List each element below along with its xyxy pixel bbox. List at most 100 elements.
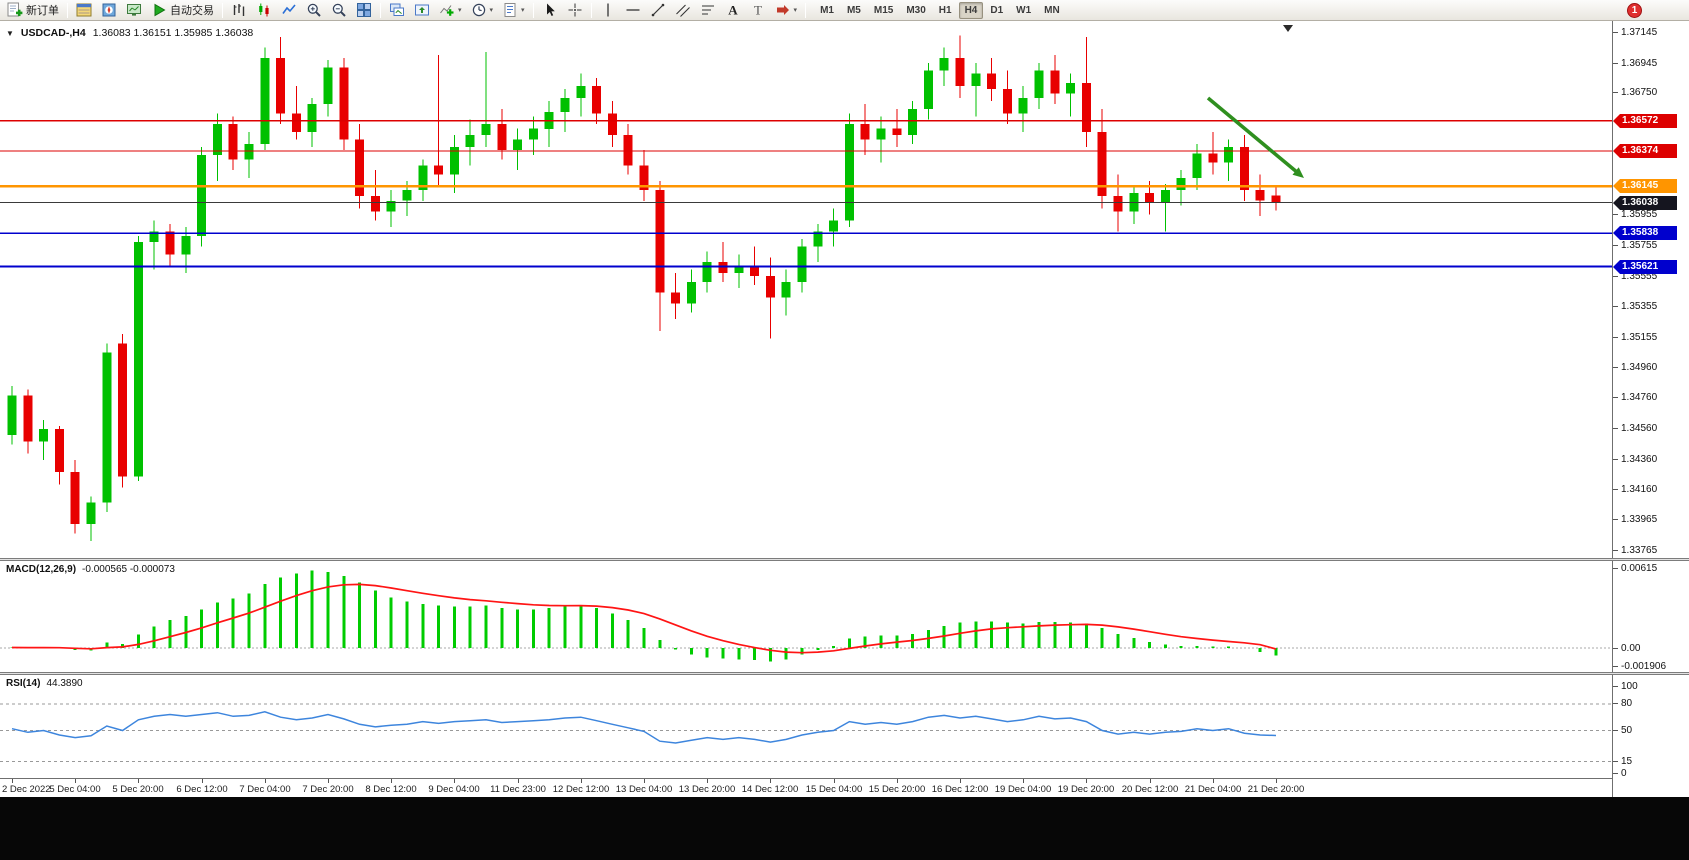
- time-tick-mark: [202, 779, 203, 783]
- crosshair-tool-button[interactable]: [563, 1, 587, 20]
- text-tool-button[interactable]: A: [721, 1, 745, 20]
- time-tick-label: 19 Dec 20:00: [1057, 784, 1115, 795]
- navigator-button[interactable]: [97, 1, 121, 20]
- auto-arrange-button[interactable]: [410, 1, 434, 20]
- cursor-tool-button[interactable]: [538, 1, 562, 20]
- time-tick-label: 2 Dec 2022: [2, 784, 51, 795]
- main-chart-panel[interactable]: ▼ USDCAD-,H4 1.36083 1.36151 1.35985 1.3…: [0, 21, 1612, 558]
- bar-chart-icon: [233, 4, 245, 16]
- price-level-badge: 1.36572: [1613, 114, 1677, 128]
- timeframe-m1-button[interactable]: M1: [820, 4, 834, 16]
- periods-button[interactable]: ▾: [467, 1, 498, 20]
- price-tick: 1.34960: [1612, 362, 1658, 373]
- price-tick: 1.35955: [1612, 209, 1658, 220]
- rsi-chart[interactable]: [0, 675, 1612, 778]
- price-tick: 1.35155: [1612, 332, 1658, 343]
- chart-ohlc-values: 1.36083 1.36151 1.35985 1.36038: [92, 27, 254, 39]
- trendline-tool-button[interactable]: [646, 1, 670, 20]
- new-order-button[interactable]: 新订单: [3, 1, 63, 20]
- price-tick: 1.35755: [1612, 240, 1658, 251]
- toolbar-separator: [532, 2, 534, 18]
- timeframe-mn-button[interactable]: MN: [1044, 4, 1060, 16]
- cursor-icon: [546, 3, 555, 16]
- horizontal-line-tool-button[interactable]: [621, 1, 645, 20]
- time-tick-mark: [644, 779, 645, 783]
- toolbar-separator: [590, 2, 592, 18]
- zoom-out-icon: [332, 3, 346, 17]
- toolbar-separator: [67, 2, 68, 18]
- time-tick-label: 12 Dec 12:00: [552, 784, 610, 795]
- zoom-in-button[interactable]: [302, 1, 326, 20]
- price-tick: 1.37145: [1612, 27, 1658, 38]
- notification-badge[interactable]: 1: [1627, 2, 1642, 18]
- price-tick: 1.34760: [1612, 392, 1658, 403]
- macd-panel[interactable]: MACD(12,26,9) -0.000565 -0.000073: [0, 561, 1612, 672]
- zoom-out-button[interactable]: [327, 1, 351, 20]
- channel-icon: [675, 4, 690, 17]
- templates-button[interactable]: ▾: [498, 1, 529, 20]
- panel-splitter[interactable]: [0, 558, 1689, 561]
- cascade-windows-button[interactable]: [385, 1, 409, 20]
- new-order-label: 新订单: [26, 5, 59, 17]
- rsi-name: RSI(14): [6, 678, 41, 689]
- price-axis[interactable]: 1.37145 1.36945 1.36750 1.35955 1.35755 1.355…: [1612, 21, 1689, 797]
- channel-tool-button[interactable]: [671, 1, 695, 20]
- add-indicator-button[interactable]: ▾: [435, 1, 466, 20]
- arrows-tool-button[interactable]: ▾: [771, 1, 802, 20]
- timeframe-m15-button[interactable]: M15: [873, 4, 894, 16]
- rsi-panel[interactable]: RSI(14) 44.3890: [0, 675, 1612, 778]
- timeframe-m5-button[interactable]: M5: [846, 4, 861, 16]
- autotrading-button[interactable]: 自动交易: [147, 1, 218, 20]
- panel-splitter[interactable]: [0, 672, 1689, 675]
- time-tick-mark: [138, 779, 139, 783]
- vertical-line-icon: [606, 3, 609, 17]
- toolbar-separator: [805, 2, 807, 18]
- time-tick-label: 7 Dec 20:00: [302, 784, 354, 795]
- candlestick-mode-button[interactable]: [252, 1, 276, 20]
- time-tick-label: 15 Dec 04:00: [805, 784, 863, 795]
- time-tick-label: 21 Dec 20:00: [1247, 784, 1305, 795]
- text-label-icon: T: [754, 3, 762, 18]
- timeframe-h1-button[interactable]: H1: [938, 4, 952, 16]
- text-icon: A: [728, 3, 738, 18]
- chart-shift-marker: [1283, 25, 1293, 32]
- time-tick-mark: [328, 779, 329, 783]
- time-tick-label: 13 Dec 20:00: [678, 784, 736, 795]
- horizontal-line-icon: [626, 9, 640, 11]
- vertical-line-tool-button[interactable]: [596, 1, 620, 20]
- price-level-badge: 1.36145: [1613, 179, 1677, 193]
- time-tick-label: 21 Dec 04:00: [1184, 784, 1242, 795]
- svg-text:T: T: [754, 3, 762, 18]
- dropdown-caret-icon: ▾: [458, 6, 462, 14]
- time-tick-label: 16 Dec 12:00: [931, 784, 989, 795]
- time-tick-label: 7 Dec 04:00: [239, 784, 291, 795]
- line-chart-icon: [282, 4, 296, 14]
- candlestick-chart[interactable]: [0, 21, 1612, 558]
- price-tick: 1.35355: [1612, 301, 1658, 312]
- timeframe-d1-button[interactable]: D1: [990, 4, 1004, 16]
- rsi-value: 44.3890: [46, 678, 83, 689]
- macd-name: MACD(12,26,9): [6, 564, 77, 575]
- one-click-trading-toggle[interactable]: ▼: [6, 28, 14, 38]
- auto-arrange-icon: [415, 4, 429, 16]
- svg-text:A: A: [728, 3, 738, 18]
- macd-chart[interactable]: [0, 561, 1612, 672]
- terminal-button[interactable]: [122, 1, 146, 20]
- text-label-tool-button[interactable]: T: [746, 1, 770, 20]
- candlestick-icon: [259, 3, 269, 17]
- timeframe-w1-button[interactable]: W1: [1016, 4, 1032, 16]
- timeframe-h4-button[interactable]: H4: [958, 1, 984, 19]
- dropdown-caret-icon: ▾: [521, 6, 525, 14]
- tile-windows-button[interactable]: [352, 1, 376, 20]
- toolbar-separator: [380, 2, 381, 18]
- fibonacci-tool-button[interactable]: [696, 1, 720, 20]
- time-tick-mark: [960, 779, 961, 783]
- terminal-icon: [127, 4, 141, 16]
- bar-chart-mode-button[interactable]: [227, 1, 251, 20]
- market-watch-button[interactable]: [72, 1, 96, 20]
- timeframe-m30-button[interactable]: M30: [906, 4, 926, 16]
- macd-axis-label: 0.00: [1612, 643, 1641, 654]
- time-tick-mark: [454, 779, 455, 783]
- time-axis[interactable]: 2 Dec 2022 5 Dec 04:00 5 Dec 20:00 6 Dec 12…: [0, 778, 1689, 797]
- line-chart-mode-button[interactable]: [277, 1, 301, 20]
